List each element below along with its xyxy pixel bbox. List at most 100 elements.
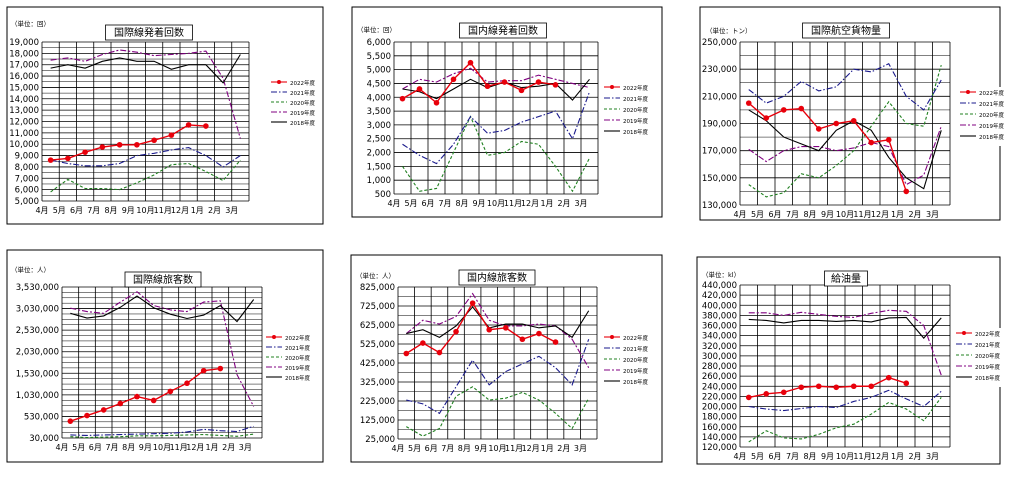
y-tick-label: 250,000 xyxy=(702,38,737,48)
legend: 2022年度 2021年度 2020年度 2019年度 2018年度 xyxy=(602,82,654,141)
series-line-2019 xyxy=(748,126,942,186)
chart-4: 30,000 530,000 1,030,000 1,530,000 2,030,000… xyxy=(6,249,324,463)
data-point-2022 xyxy=(519,336,526,343)
series-line-2021 xyxy=(50,147,241,168)
data-point-2022 xyxy=(885,374,892,381)
data-point-2022 xyxy=(436,349,443,356)
data-point-2022 xyxy=(815,126,822,132)
y-tick-label: 17,000 xyxy=(9,61,39,71)
y-tick-label: 150,000 xyxy=(702,174,737,184)
y-tick-label: 530,000 xyxy=(24,412,59,422)
data-point-2022 xyxy=(833,120,840,127)
y-tick-label: 11,000 xyxy=(9,129,39,139)
y-tick-label: 3,530,000 xyxy=(16,283,59,293)
data-point-2022 xyxy=(833,384,840,391)
y-tick-label: 18,000 xyxy=(9,49,39,59)
series-line-2020 xyxy=(406,386,590,437)
y-tick-label: 13,000 xyxy=(9,106,39,116)
data-point-2022 xyxy=(850,383,857,390)
data-point-2022 xyxy=(84,412,90,419)
series-line-2019 xyxy=(50,49,241,139)
x-tick-label: 6月 xyxy=(425,444,438,453)
data-point-2022 xyxy=(450,76,457,83)
x-tick-label: 3月 xyxy=(574,444,587,453)
data-point-2022 xyxy=(65,155,71,162)
x-tick-label: 10月 xyxy=(836,452,854,461)
data-point-2022 xyxy=(47,157,54,163)
y-tick-label: 280,000 xyxy=(702,362,737,372)
legend: 2022年度 2021年度 2020年度 2019年度 2018年度 xyxy=(958,87,1010,146)
legend-label: 2019年度 xyxy=(979,122,1004,130)
y-tick-label: 130,000 xyxy=(702,201,737,211)
x-tick-label: 10月 xyxy=(153,443,171,452)
x-tick-label: 11月 xyxy=(853,452,871,461)
legend-label: 2022年度 xyxy=(975,330,1000,338)
y-tick-label: 325,000 xyxy=(360,378,395,388)
x-tick-label: 12月 xyxy=(171,206,189,215)
legend-marker-2022 xyxy=(610,85,614,89)
legend: 2022年度 2021年度 2020年度 2019年度 2018年度 xyxy=(602,332,654,391)
y-tick-label: 240,000 xyxy=(702,382,737,392)
y-tick-label: 7,000 xyxy=(15,174,39,184)
unit-label: （単位：トン） xyxy=(706,26,752,35)
legend-label: 2021年度 xyxy=(979,100,1004,108)
data-point-2022 xyxy=(552,339,559,345)
series-line-2022 xyxy=(748,102,907,192)
x-tick-label: 5月 xyxy=(751,210,764,219)
data-point-2022 xyxy=(185,122,192,128)
data-point-2022 xyxy=(184,380,190,387)
y-tick-label: 340,000 xyxy=(702,332,737,342)
series-line-2020 xyxy=(748,64,942,198)
series-line-2022 xyxy=(70,367,221,422)
series-line-2020 xyxy=(50,159,241,193)
data-point-2022 xyxy=(903,188,910,195)
y-tick-label: 1,530,000 xyxy=(16,369,59,379)
data-point-2022 xyxy=(552,82,559,88)
y-tick-label: 300,000 xyxy=(702,352,737,362)
x-tick-label: 7月 xyxy=(87,206,100,215)
y-tick-label: 8,000 xyxy=(15,163,39,173)
series-line-2022 xyxy=(405,301,556,355)
x-tick-label: 4月 xyxy=(387,199,400,208)
data-point-2022 xyxy=(885,137,892,143)
x-tick-label: 11月 xyxy=(154,206,172,215)
y-tick-label: 220,000 xyxy=(702,392,737,402)
legend-label: 2020年度 xyxy=(285,354,310,362)
x-tick-label: 10月 xyxy=(488,444,506,453)
series-line-2018 xyxy=(748,109,942,190)
x-tick-label: 6月 xyxy=(89,443,102,452)
data-point-2022 xyxy=(167,388,174,395)
y-tick-label: 3,000 xyxy=(367,121,391,131)
y-tick-label: 2,000 xyxy=(367,149,391,159)
y-tick-label: 19,000 xyxy=(9,38,39,48)
x-tick-label: 3月 xyxy=(926,452,939,461)
legend-label: 2021年度 xyxy=(623,95,648,103)
legend-label: 2018年度 xyxy=(975,374,1000,382)
chart-title: 国際線発着回数 xyxy=(114,26,184,39)
x-tick-label: 12月 xyxy=(871,210,889,219)
y-tick-label: 360,000 xyxy=(702,322,737,332)
y-tick-label: 3,030,000 xyxy=(16,305,59,315)
series-line-2021 xyxy=(402,91,591,165)
chart-title: 国内線発着回数 xyxy=(468,24,538,37)
y-tick-label: 25,000 xyxy=(365,435,395,445)
y-tick-label: 440,000 xyxy=(702,281,737,291)
x-tick-label: 10月 xyxy=(136,206,154,215)
data-point-2022 xyxy=(536,330,542,337)
data-point-2022 xyxy=(150,397,157,404)
data-point-2022 xyxy=(116,141,123,148)
data-point-2022 xyxy=(117,400,124,407)
series-line-2018 xyxy=(50,54,241,84)
x-tick-label: 2月 xyxy=(557,199,570,208)
chart-frame xyxy=(696,256,1001,465)
x-tick-label: 9月 xyxy=(472,199,485,208)
x-tick-label: 1月 xyxy=(191,206,204,215)
x-tick-label: 4月 xyxy=(35,206,48,215)
series-line-2019 xyxy=(70,291,255,407)
series-line-2019 xyxy=(405,292,590,369)
data-point-2022 xyxy=(502,325,509,331)
y-tick-label: 210,000 xyxy=(702,92,737,102)
legend-marker-2022 xyxy=(272,335,276,339)
x-tick-label: 9月 xyxy=(821,452,834,461)
